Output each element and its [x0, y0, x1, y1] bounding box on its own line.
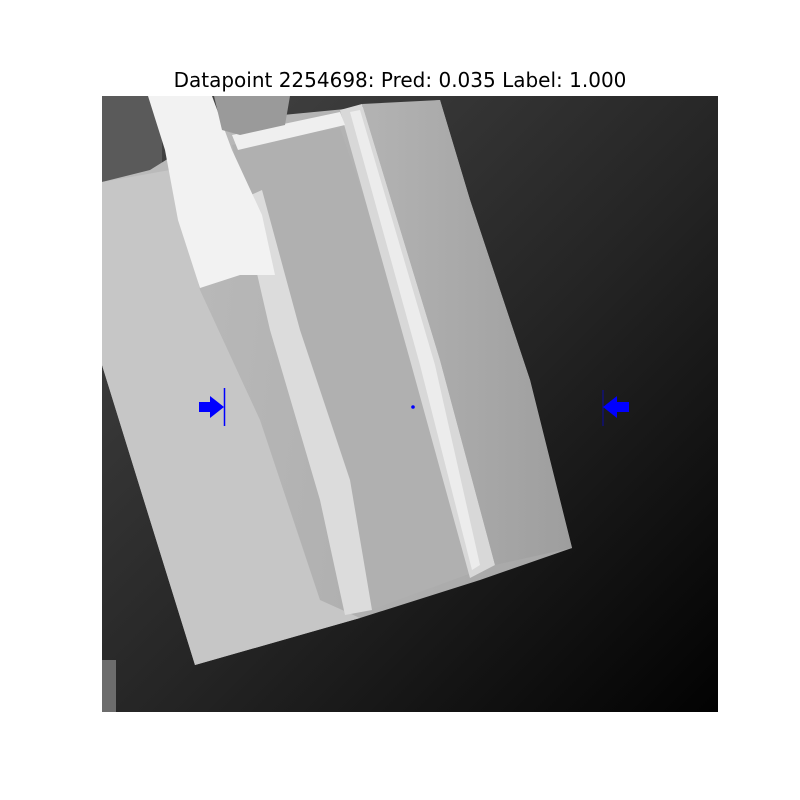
grasp-markers: [199, 388, 629, 426]
box-left-face: [102, 170, 360, 665]
figure-title: Datapoint 2254698: Pred: 0.035 Label: 1.…: [173, 68, 627, 92]
box-channel: [232, 128, 480, 610]
box-right-face: [362, 100, 572, 565]
left-grasp-arrow: [199, 388, 226, 426]
grasp-center: [411, 405, 415, 409]
box-top-rim: [232, 112, 345, 150]
box-top-notch: [214, 96, 290, 135]
box-top-highlight: [148, 96, 275, 288]
box-left-wall: [240, 190, 372, 615]
right-grasp-arrow: [602, 390, 629, 426]
box-ridge-highlight: [350, 110, 480, 570]
background-bottom-left: [102, 660, 116, 712]
